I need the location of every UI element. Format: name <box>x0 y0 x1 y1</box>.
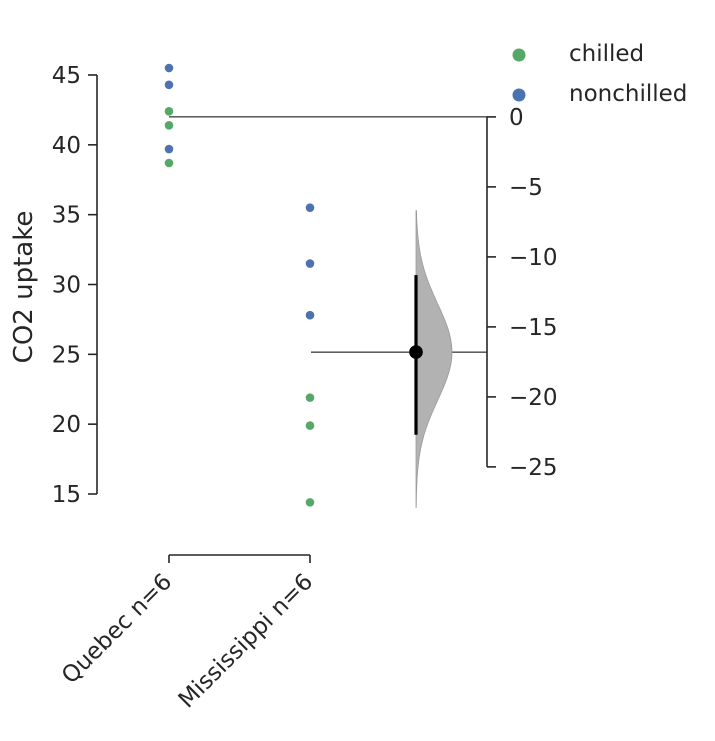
point-nonchilled <box>164 63 174 73</box>
left-y-tick-label: 30 <box>52 273 81 299</box>
point-chilled <box>305 498 315 507</box>
legend: chilled nonchilled <box>512 41 687 107</box>
difference-plot <box>409 210 453 508</box>
left-y-tick-label: 25 <box>52 342 81 368</box>
legend-label: chilled <box>569 41 644 67</box>
point-nonchilled <box>305 203 315 212</box>
mean-difference-point <box>409 345 423 359</box>
legend-label: nonchilled <box>569 81 687 107</box>
difference-y-tick-label: −5 <box>509 175 543 201</box>
point-nonchilled <box>164 80 174 90</box>
left-y-axis: 15 20 25 30 35 40 45 <box>52 63 98 508</box>
point-chilled <box>305 421 315 430</box>
bootstrap-distribution <box>415 210 453 508</box>
difference-y-tick-label: −20 <box>509 385 558 411</box>
left-y-tick-label: 35 <box>52 203 81 229</box>
difference-y-tick-label: −25 <box>509 455 558 481</box>
point-nonchilled <box>305 310 315 320</box>
y-axis-label: CO2 uptake <box>9 211 39 364</box>
difference-y-tick-label: −15 <box>509 315 558 341</box>
left-y-tick-label: 15 <box>52 482 81 508</box>
legend-marker-chilled <box>512 48 526 62</box>
point-nonchilled <box>164 144 174 154</box>
x-tick-label: Quebec n=6 <box>57 569 177 689</box>
x-tick-label: Mississippi n=6 <box>174 569 318 713</box>
point-chilled <box>164 120 174 130</box>
point-chilled <box>164 107 174 116</box>
difference-y-axis: 0 −5 −10 −15 −20 −25 <box>486 105 558 481</box>
left-y-tick-label: 40 <box>52 133 81 159</box>
data-points <box>164 63 315 507</box>
legend-marker-nonchilled <box>512 88 526 102</box>
point-chilled <box>305 393 315 402</box>
point-nonchilled <box>305 259 315 268</box>
left-y-tick-label: 20 <box>52 412 81 438</box>
point-chilled <box>164 158 174 168</box>
left-y-tick-label: 45 <box>52 63 81 89</box>
difference-y-tick-label: −10 <box>509 245 558 271</box>
difference-y-tick-label: 0 <box>509 105 524 131</box>
